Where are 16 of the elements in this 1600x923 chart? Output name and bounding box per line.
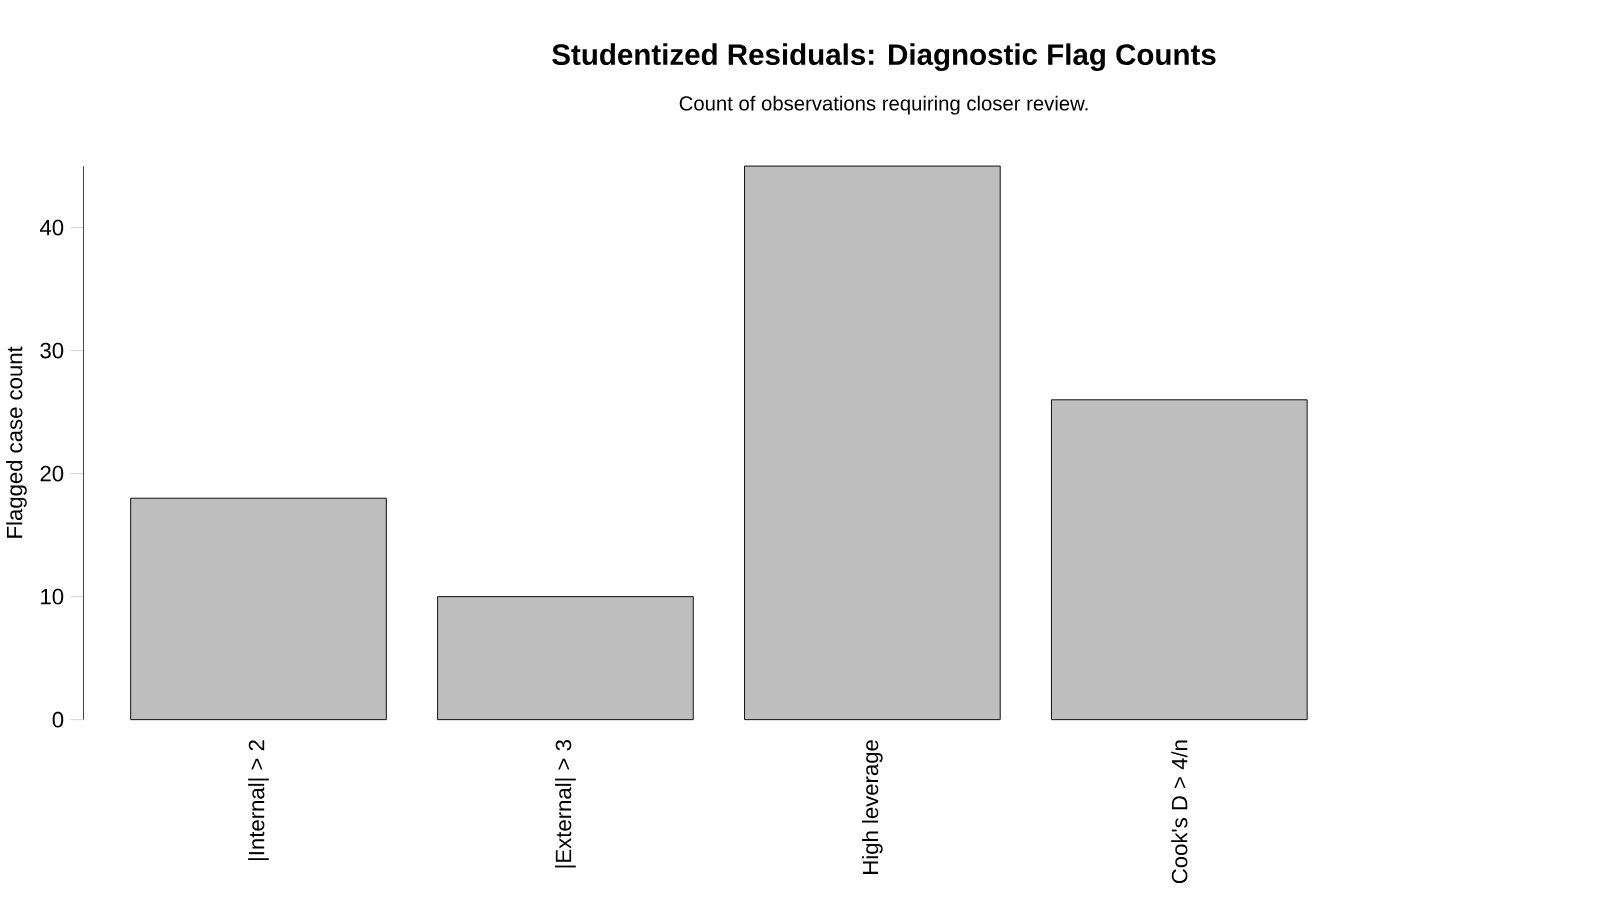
bar xyxy=(1051,399,1308,721)
y-axis-title: Flagged case count xyxy=(6,346,27,538)
x-tick-label: Cook's D > 4/n xyxy=(1171,740,1188,884)
bar xyxy=(130,497,387,721)
bar xyxy=(437,596,694,721)
chart-subtitle: Count of observations requiring closer review. xyxy=(679,95,1088,115)
x-tick-label: |External| > 3 xyxy=(555,740,576,868)
y-tick-label: 20 xyxy=(40,465,64,482)
y-tick-label: 0 xyxy=(52,712,64,728)
x-tick-label: |Internal| > 2 xyxy=(248,740,269,861)
chart-title: Studentized Residuals: Diagnostic Flag Counts xyxy=(552,43,1216,72)
y-tick-label: 40 xyxy=(39,219,64,236)
bar xyxy=(744,165,1001,721)
x-tick-label: High leverage xyxy=(862,740,883,875)
y-tick-label: 10 xyxy=(41,588,64,605)
y-tick-label: 30 xyxy=(40,342,64,359)
